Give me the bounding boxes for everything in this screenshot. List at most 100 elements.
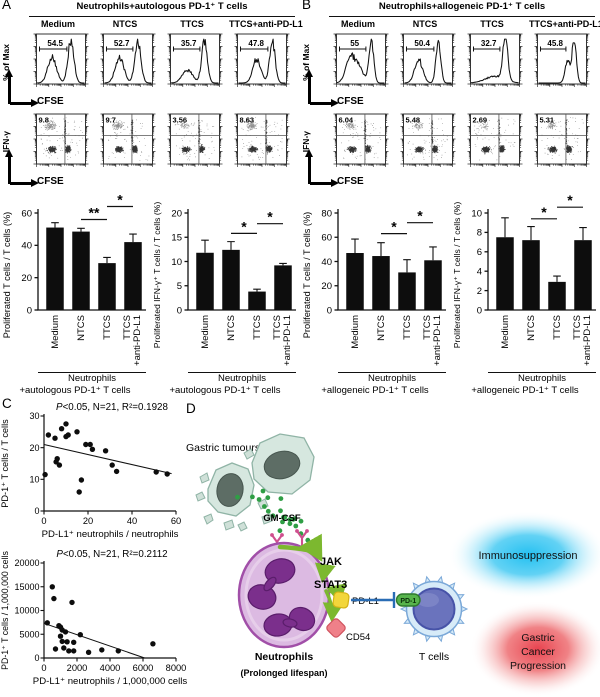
x-tick-label: 8000 [166,663,187,673]
data-point [59,638,65,645]
dotplot-row-a: 9.8 9.7 3.56 8.63 [28,112,290,172]
bar [274,265,292,310]
quadrant-lines [336,114,386,164]
t-cell-nucleus-highlight [417,593,439,607]
category-label: NTCS [376,315,387,341]
gm-csf-dots [235,488,311,543]
bar [548,281,566,310]
y-tick-label: 20000 [14,558,39,568]
data-point [64,639,70,645]
prolonged-lifespan-label: (Prolonged lifespan) [240,668,327,678]
error-bar [201,239,209,253]
panel-b-letter: B [302,0,312,12]
panel-b-title: Neutrophils+allogeneic PD-1⁺ T cells [378,1,546,12]
log-axis-ticks [167,33,223,87]
x-axis-arrow-icon [10,99,39,107]
footer-line2: +autologous PD-1⁺ T cells [169,385,281,396]
y-tick-label: 4 [477,267,482,278]
condition-label: Medium [40,18,75,29]
tumour-cell-right [251,433,315,495]
immunosuppression-glow [448,511,600,599]
quadrant-lines [103,114,153,164]
significance-asterisk: * [417,208,423,224]
flow-dotplot-B-2: 2.69 [467,113,523,167]
data-point [69,599,75,606]
data-point [52,646,59,652]
gate-bracket [240,46,269,52]
quadrant-value: 2.69 [473,116,488,125]
quadrant-value: 5.48 [406,116,421,125]
cancer-progression-glow [470,601,600,697]
gm-csf-dot [256,497,262,502]
log-axis-ticks [534,33,590,87]
bar [496,237,514,310]
flow-histogram-B-2: 32.7 [467,33,523,87]
footer-line2: +allogeneic PD-1⁺ T cells [321,385,429,396]
y-tick-label: 10 [171,257,182,268]
error-bar [227,241,235,250]
data-point [115,648,122,654]
bar [196,252,214,310]
gate-bracket [39,46,68,52]
panel-c-letter: C [2,396,12,411]
y-axis-label: Proliferated T cells / T cells (%) [302,212,312,338]
error-bar [377,242,385,257]
dot-cloud-dense [46,119,72,154]
gm-csf-dot [278,508,283,514]
y-tick-label: 0 [327,305,332,316]
category-label: +anti-PD-L1 [132,315,143,366]
error-bar [77,227,85,232]
quadrant-lines [36,114,86,164]
condition-label: Medium [340,18,375,29]
x-tick-label: 2000 [67,663,88,673]
panel-a-title-underline [29,15,295,17]
quadrant-lines [170,114,220,164]
histogram-curve [104,38,152,84]
y-axis-arrow-icon [305,149,313,184]
gate-bracket [473,46,501,52]
x-axis-arrow-icon [310,179,339,187]
gm-csf-dot [278,496,284,501]
histogram-curve [336,38,385,84]
neutrophil-cell [237,541,331,649]
flow-dotplot-A-3: 8.63 [234,113,290,167]
log-axis-ticks [234,33,290,87]
inhibition-line-icon [351,592,396,608]
progression-label-line1: Gastric [521,632,554,644]
significance-asterisk: * [391,219,397,235]
dot-cloud-dense [115,119,138,154]
pd-1-label: PD-1 [400,598,416,605]
y-tick-label: 0 [177,305,182,316]
bar-chart-b-ifng: 0 2 4 6 8 10 Proliferated IFN-γ⁺ T cells / T c… [451,192,599,397]
dot-cloud-sparse [341,117,382,160]
gate-value: 55 [350,39,359,48]
data-point [83,441,89,448]
data-point [99,647,105,653]
correlation-scatter-absolute: 0 2000 4000 6000 8000 0 5000 10000 15000 20000 P<0… [0,547,190,697]
error-bar [429,246,437,261]
flow-histogram-B-0: 55 [333,33,389,87]
gate-value: 52.7 [114,39,130,48]
category-label: TTCS [122,315,133,340]
quadrant-lines [537,114,587,164]
gate-value: 32.7 [481,39,497,48]
histogram-curve [404,39,452,84]
significance-asterisk: * [541,204,547,220]
data-point [113,468,120,475]
category-label: +anti-PD-L1 [432,315,443,366]
flow-dotplot-B-0: 6.04 [333,113,389,167]
x-tick-label: 20 [83,516,93,526]
gm-csf-dot [298,518,304,524]
x-axis-arrow-icon [310,99,339,107]
panel-a-condition-labels: Medium NTCS TTCS TTCS+anti-PD-L1 [28,18,303,29]
gm-csf-dot [282,515,288,520]
stats-title: P<0.05, N=21, R²=0.2112 [56,549,167,560]
quadrant-lines [470,114,520,164]
bar-chart-bar_B_ifng: 0 2 4 6 8 10 Proliferated IFN-γ⁺ T cells / T c… [452,192,596,366]
jak-label: JAK [320,556,342,568]
gm-csf-dot [250,494,255,500]
bar [222,249,240,310]
y-axis-arrow-icon [305,69,313,104]
gm-csf-dot [277,528,283,534]
footer-line1: Neutrophils [217,373,267,384]
